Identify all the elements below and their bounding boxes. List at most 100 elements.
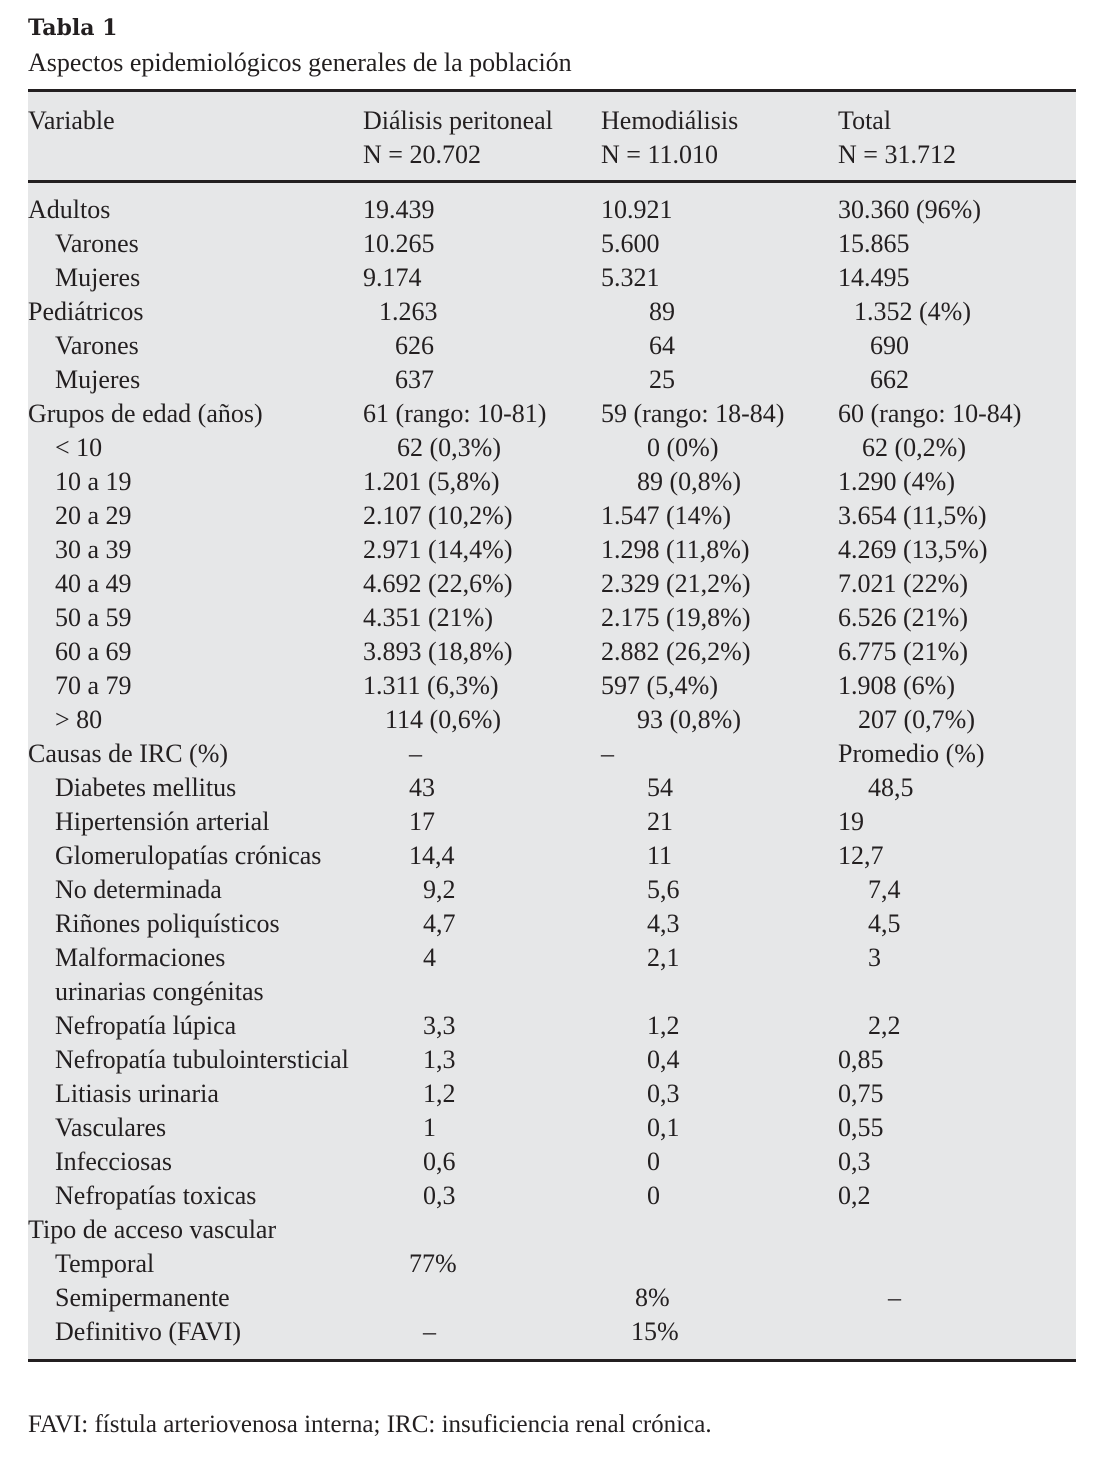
cell-hemodialisis: – (601, 739, 614, 768)
row-label: No determinada (55, 875, 222, 904)
table-row: Varones 626 64 690 (28, 329, 1076, 363)
table-header: Variable Diálisis peritoneal N = 20.702 H… (28, 92, 1076, 183)
row-label: Temporal (55, 1249, 155, 1278)
table-row: 10 a 19 1.201 (5,8%) 89 (0,8%) 1.290 (4%) (28, 465, 1076, 499)
row-label: Adultos (28, 195, 111, 224)
cell-total: 15.865 (838, 229, 910, 258)
row-label: Vasculares (55, 1113, 167, 1142)
cell-total: 0,85 (838, 1045, 884, 1074)
header-label: Total (838, 106, 892, 135)
row-label: 50 a 59 (55, 603, 132, 632)
row-label: Mujeres (55, 365, 141, 394)
row-label: Glomerulopatías crónicas (55, 841, 322, 870)
cell-total: 4,5 (868, 909, 901, 938)
table-row: Litiasis urinaria 1,2 0,3 0,75 (28, 1077, 1076, 1111)
cell-peritoneal: 9,2 (423, 875, 456, 904)
table-row: Nefropatía lúpica 3,3 1,2 2,2 (28, 1009, 1076, 1043)
table-row: Nefropatías toxicas 0,3 0 0,2 (28, 1179, 1076, 1213)
table-row: No determinada 9,2 5,6 7,4 (28, 873, 1076, 907)
cell-total: 1.290 (4%) (838, 467, 955, 496)
cell-total: 3.654 (11,5%) (838, 501, 987, 530)
cell-hemodialisis: 1.298 (11,8%) (601, 535, 750, 564)
header-n: N = 31.712 (838, 140, 956, 169)
table-row: Tipo de acceso vascular (28, 1213, 1076, 1247)
table-row: 60 a 69 3.893 (18,8%) 2.882 (26,2%) 6.775 (… (28, 635, 1076, 669)
row-label: < 10 (55, 433, 103, 462)
cell-total: 7.021 (22%) (838, 569, 968, 598)
cell-total: Promedio (%) (838, 739, 985, 768)
cell-hemodialisis: 0 (647, 1147, 660, 1176)
row-label: Litiasis urinaria (55, 1079, 219, 1108)
cell-hemodialisis: 0 (0%) (647, 433, 719, 462)
cell-total: 1.908 (6%) (838, 671, 955, 700)
table-row: Causas de IRC (%) – – Promedio (%) (28, 737, 1076, 771)
cell-hemodialisis: 10.921 (601, 195, 673, 224)
cell-peritoneal: 2.107 (10,2%) (363, 501, 513, 530)
cell-hemodialisis: 21 (647, 807, 673, 836)
cell-peritoneal: 4.692 (22,6%) (363, 569, 513, 598)
table-row: Infecciosas 0,6 0 0,3 (28, 1145, 1076, 1179)
cell-total: 6.775 (21%) (838, 637, 968, 666)
cell-peritoneal: 19.439 (363, 195, 435, 224)
header-label: Hemodiálisis (601, 106, 739, 135)
cell-peritoneal: 2.971 (14,4%) (363, 535, 513, 564)
table-caption: Aspectos epidemiológicos generales de la… (28, 48, 572, 77)
cell-total: 4.269 (13,5%) (838, 535, 988, 564)
cell-hemodialisis: 59 (rango: 18-84) (601, 399, 785, 428)
row-label: Grupos de edad (años) (28, 399, 263, 428)
table-row: Vasculares 1 0,1 0,55 (28, 1111, 1076, 1145)
cell-hemodialisis: 2.329 (21,2%) (601, 569, 751, 598)
data-table: Variable Diálisis peritoneal N = 20.702 H… (28, 89, 1076, 1362)
table-row: Mujeres 637 25 662 (28, 363, 1076, 397)
cell-peritoneal: 0,3 (423, 1181, 456, 1210)
cell-total: 690 (870, 331, 909, 360)
table-row: Adultos 19.439 10.921 30.360 (96%) (28, 193, 1076, 227)
cell-total: 62 (0,2%) (862, 433, 966, 462)
cell-total (838, 1315, 1076, 1349)
cell-hemodialisis: 93 (0,8%) (637, 705, 741, 734)
row-label: Riñones poliquísticos (55, 909, 280, 938)
row-label: Hipertensión arterial (55, 807, 270, 836)
table-row: 40 a 49 4.692 (22,6%) 2.329 (21,2%) 7.021 (… (28, 567, 1076, 601)
row-label: 30 a 39 (55, 535, 132, 564)
cell-hemodialisis: 5.600 (601, 229, 660, 258)
table-row: Varones 10.265 5.600 15.865 (28, 227, 1076, 261)
cell-hemodialisis: 0,1 (647, 1113, 680, 1142)
cell-peritoneal: 1 (423, 1113, 436, 1142)
cell-peritoneal: 10.265 (363, 229, 435, 258)
cell-hemodialisis: 2.175 (19,8%) (601, 603, 751, 632)
cell-total: 48,5 (868, 773, 914, 802)
cell-hemodialisis: 0,3 (647, 1079, 680, 1108)
row-label: Diabetes mellitus (55, 773, 237, 802)
header-variable: Variable (28, 104, 363, 180)
row-label: Nefropatía lúpica (55, 1011, 237, 1040)
cell-hemodialisis: 2.882 (26,2%) (601, 637, 751, 666)
table-row: Pediátricos 1.263 89 1.352 (4%) (28, 295, 1076, 329)
cell-peritoneal: 4 (423, 943, 436, 972)
row-label: Tipo de acceso vascular (28, 1215, 277, 1244)
cell-total: 0,75 (838, 1079, 884, 1108)
row-label: 40 a 49 (55, 569, 132, 598)
cell-hemodialisis: 0,4 (647, 1045, 680, 1074)
row-label: Varones (55, 229, 139, 258)
table-row: 20 a 29 2.107 (10,2%) 1.547 (14%) 3.654 (11… (28, 499, 1076, 533)
cell-peritoneal: 637 (395, 365, 434, 394)
cell-peritoneal: 4,7 (423, 909, 456, 938)
table-row: Nefropatía tubulointersticial 1,3 0,4 0,85 (28, 1043, 1076, 1077)
table-row: Temporal 77% (28, 1247, 1076, 1281)
cell-hemodialisis: 5.321 (601, 263, 660, 292)
row-label: Malformaciones urinarias congénitas (55, 943, 264, 1006)
table-row: 50 a 59 4.351 (21%) 2.175 (19,8%) 6.526 (21… (28, 601, 1076, 635)
cell-peritoneal: 4.351 (21%) (363, 603, 493, 632)
cell-hemodialisis: 25 (649, 365, 675, 394)
cell-total: 0,3 (838, 1147, 871, 1176)
table-row: Riñones poliquísticos 4,7 4,3 4,5 (28, 907, 1076, 941)
header-total: Total N = 31.712 (838, 104, 1076, 180)
row-label: Nefropatías toxicas (55, 1181, 257, 1210)
cell-total: 2,2 (868, 1011, 901, 1040)
row-label: Infecciosas (55, 1147, 172, 1176)
cell-peritoneal: 0,6 (423, 1147, 456, 1176)
table-row: Mujeres 9.174 5.321 14.495 (28, 261, 1076, 295)
header-hemodialisis: Hemodiálisis N = 11.010 (601, 104, 838, 180)
table-footnote: FAVI: fístula arteriovenosa interna; IRC… (28, 1411, 712, 1438)
